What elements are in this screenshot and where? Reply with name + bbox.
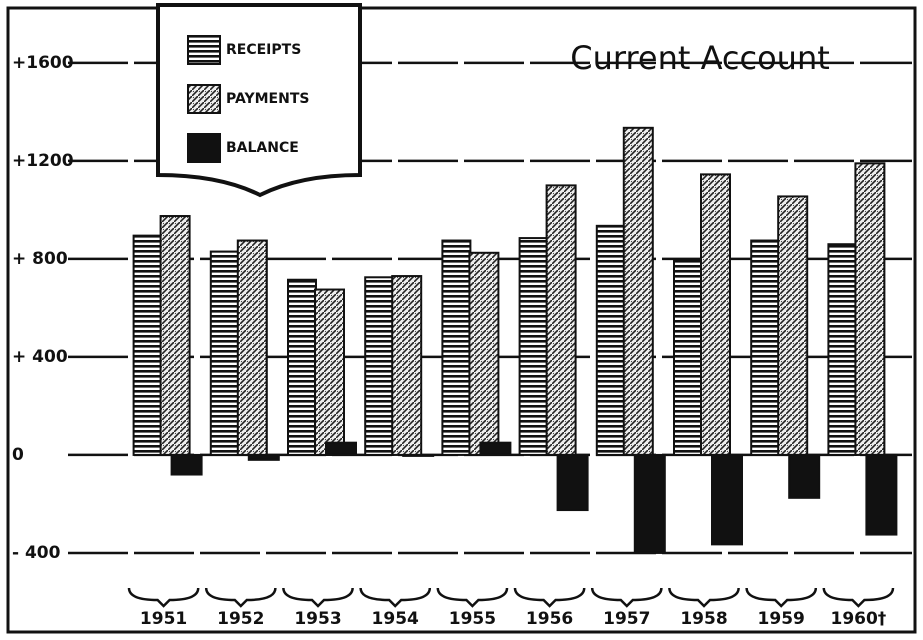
bar [711,453,743,546]
x-tick-label: 1954 [372,609,419,629]
brace [127,587,200,608]
bar [556,453,589,512]
brace [513,587,586,608]
bar [247,453,280,461]
bar [314,288,345,456]
bar [402,453,435,457]
legend-swatch [187,35,221,65]
brace [436,587,509,608]
y-tick-label: +1200 [12,151,74,171]
bar [750,239,781,456]
legend-swatch [187,133,221,163]
frame [6,6,917,634]
brace [282,587,354,608]
x-tick-label: 1955 [449,609,496,629]
x-tick-label: 1956 [526,609,573,629]
bar [159,215,191,456]
bar [777,195,809,456]
x-tick-label: 1958 [680,609,727,629]
y-tick-label: + 800 [12,249,68,269]
y-tick-label: - 400 [12,543,61,563]
bar [595,224,626,456]
bar [479,441,512,456]
brace [745,587,818,608]
bar [622,126,654,456]
bar [209,250,240,456]
bar [325,441,357,456]
bar [468,251,500,456]
x-tick-label: 1951 [140,609,187,629]
legend-label: PAYMENTS [226,91,309,107]
legend-label: BALANCE [226,140,299,156]
bar [287,278,317,456]
brace [822,587,895,608]
legend-label: RECEIPTS [226,42,301,58]
bar [545,184,577,456]
x-tick-label: 1960† [830,609,886,629]
bar [673,259,703,456]
bar [364,276,395,456]
bar [633,453,666,554]
bar [700,173,731,456]
bar [441,239,472,456]
x-tick-label: 1957 [603,609,650,629]
bar [827,243,858,456]
chart-title: Current Account [570,39,830,77]
y-tick-label: + 400 [12,347,68,367]
brace [590,587,663,608]
brace [359,587,432,608]
x-tick-label: 1953 [294,609,341,629]
bar [391,275,423,456]
bar [170,453,203,476]
x-tick-label: 1952 [217,609,264,629]
y-tick-label: 0 [12,445,24,465]
bar [236,239,268,456]
bar [865,453,898,536]
bar [788,453,821,499]
y-tick-label: +1600 [12,53,74,73]
bar [132,234,163,456]
legend-swatch [187,84,221,114]
bar [518,237,549,456]
bar [854,162,886,456]
x-tick-label: 1959 [758,609,805,629]
brace [668,587,740,608]
brace [204,587,277,608]
